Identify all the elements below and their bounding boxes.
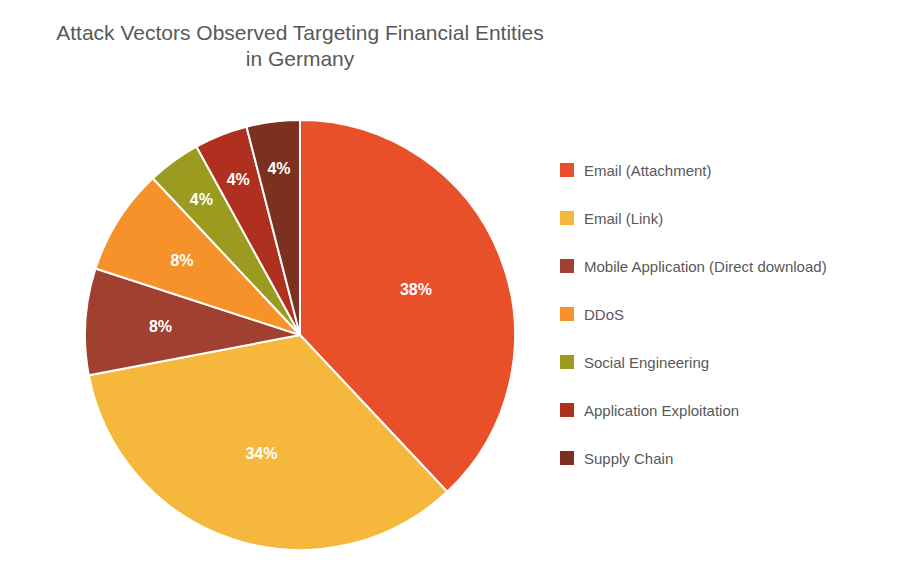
legend-swatch <box>560 307 574 321</box>
legend-swatch <box>560 355 574 369</box>
data-label: 34% <box>245 445 277 462</box>
data-labels: 38% 34% 8% 8% 4% 4% 4% <box>149 160 432 462</box>
chart: Attack Vectors Observed Targeting Financ… <box>0 0 905 588</box>
title-line: Attack Vectors Observed Targeting Financ… <box>56 21 544 44</box>
title-line: in Germany <box>246 47 355 70</box>
legend: Email (Attachment) Email (Link) Mobile App… <box>560 162 827 467</box>
pie-slice <box>89 335 447 550</box>
legend-swatch <box>560 259 574 273</box>
title: Attack Vectors Observed Targeting Financ… <box>56 21 544 70</box>
legend-label: Social Engineering <box>584 354 709 371</box>
legend-label: Mobile Application (Direct download) <box>584 258 827 275</box>
legend-swatch <box>560 403 574 417</box>
legend-swatch <box>560 451 574 465</box>
legend-label: Supply Chain <box>584 450 673 467</box>
data-label: 38% <box>400 281 432 298</box>
legend-label: DDoS <box>584 306 624 323</box>
chart-container: Attack Vectors Observed Targeting Financ… <box>0 0 905 588</box>
page: {"chart_data": {"type": "pie", "title": … <box>0 0 905 588</box>
data-label: 8% <box>149 318 172 335</box>
data-label: 4% <box>190 191 213 208</box>
legend-label: Application Exploitation <box>584 402 739 419</box>
data-label: 8% <box>170 252 193 269</box>
pie-slice <box>247 120 300 335</box>
legend-swatch <box>560 163 574 177</box>
data-label: 4% <box>227 171 250 188</box>
legend-label: Email (Link) <box>584 210 663 227</box>
background <box>0 0 905 588</box>
pie <box>85 120 515 550</box>
data-label: 4% <box>267 160 290 177</box>
legend-label: Email (Attachment) <box>584 162 712 179</box>
legend-swatch <box>560 211 574 225</box>
